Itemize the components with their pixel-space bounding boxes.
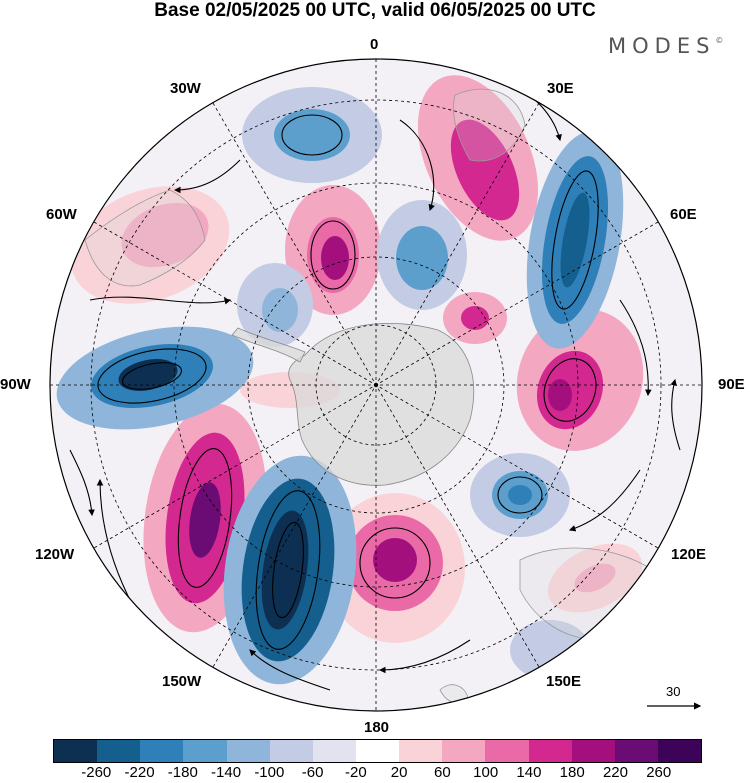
colorbar-swatch xyxy=(485,740,529,762)
colorbar-swatch xyxy=(54,740,98,762)
colorbar-label: -140 xyxy=(211,764,242,781)
lon-label-120e: 120E xyxy=(671,546,707,563)
colorbar xyxy=(53,739,702,763)
colorbar-label: -180 xyxy=(167,764,198,781)
colorbar-swatch xyxy=(140,740,184,762)
antarctic-peninsula xyxy=(231,327,306,363)
lon-label-0: 0 xyxy=(370,36,379,53)
anomaly-field xyxy=(50,59,702,711)
colorbar-swatch xyxy=(399,740,443,762)
colorbar-swatch xyxy=(528,740,572,762)
logo-mark: © xyxy=(715,36,724,45)
colorbar-swatch xyxy=(571,740,615,762)
colorbar-label: -220 xyxy=(124,764,155,781)
colorbar-label: -100 xyxy=(254,764,285,781)
modes-logo: MODES© xyxy=(608,34,723,58)
logo-text: MODES xyxy=(608,34,716,58)
colorbar-swatch xyxy=(269,740,313,762)
wind-vectors xyxy=(69,89,681,691)
antarctica-landmass xyxy=(288,323,475,486)
lon-label-150w: 150W xyxy=(162,673,202,690)
page-title: Base 02/05/2025 00 UTC, valid 06/05/2025… xyxy=(154,0,596,21)
colorbar-labels: -260 -220 -180 -140 -100 -60 -20 20 60 100 140 180 2… xyxy=(0,764,750,783)
colorbar-swatch xyxy=(312,740,356,762)
lon-label-150e: 150E xyxy=(546,673,582,690)
lon-label-30w: 30W xyxy=(170,80,201,97)
lon-label-60e: 60E xyxy=(670,206,697,223)
colorbar-label: 100 xyxy=(473,764,499,781)
anomaly-blobs xyxy=(56,75,644,685)
colorbar-label: 140 xyxy=(516,764,542,781)
colorbar-swatch xyxy=(226,740,270,762)
colorbar-label: 220 xyxy=(602,764,628,781)
lon-label-30e: 30E xyxy=(547,80,574,97)
colorbar-label: 20 xyxy=(390,764,408,781)
lon-label-120w: 120W xyxy=(35,546,75,563)
colorbar-label: 60 xyxy=(434,764,451,781)
lon-label-180: 180 xyxy=(364,719,390,736)
colorbar-label: -260 xyxy=(81,764,112,781)
reference-vector-label: 30 xyxy=(666,684,681,699)
colorbar-swatch xyxy=(183,740,227,762)
colorbar-label: 260 xyxy=(646,764,672,781)
colorbar-swatch xyxy=(657,740,702,762)
colorbar-swatch xyxy=(442,740,486,762)
lon-label-60w: 60W xyxy=(46,206,77,223)
colorbar-swatch xyxy=(97,740,141,762)
colorbar-label: 180 xyxy=(559,764,585,781)
africa-outline xyxy=(453,88,526,162)
lon-label-90w: 90W xyxy=(0,376,31,393)
south-america-outline xyxy=(84,189,206,287)
colorbar-swatch xyxy=(355,740,400,762)
map-boundary xyxy=(49,58,703,712)
colorbar-label: -60 xyxy=(301,764,324,781)
lon-label-90e: 90E xyxy=(718,376,745,393)
colorbar-label: -20 xyxy=(345,764,367,781)
colorbar-swatch xyxy=(614,740,658,762)
